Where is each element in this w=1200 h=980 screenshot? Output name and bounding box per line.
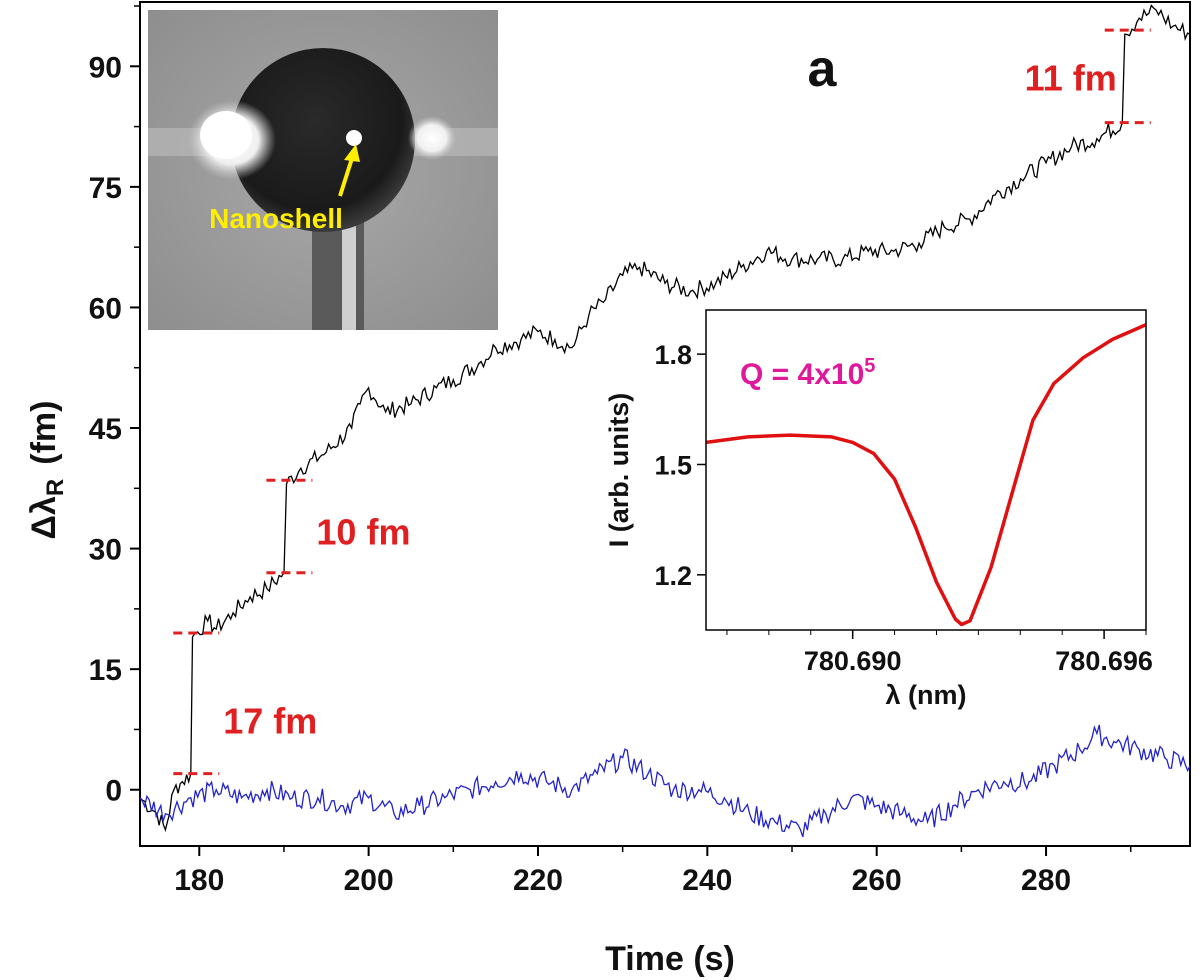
inset-y-axis-label: I (arb. units) [604, 393, 634, 548]
q-factor-label: Q = 4x105 [740, 355, 875, 391]
y-tick-label: 60 [89, 292, 122, 325]
x-tick-label: 240 [682, 864, 732, 897]
x-tick-label: 180 [174, 864, 224, 897]
inset-background [706, 310, 1146, 630]
inset-x-tick-label: 780.696 [1055, 646, 1153, 676]
y-tick-label: 15 [89, 654, 122, 687]
series-resonance [706, 323, 1146, 627]
y-tick-label: 75 [89, 172, 122, 205]
inset-x-axis-label: λ (nm) [886, 680, 967, 710]
microscope-image-inset: Nanoshell [148, 10, 498, 330]
y-axis-label-main: Δλ [25, 496, 63, 539]
series-baseline [140, 724, 1190, 838]
inset-y-tick-label: 1.5 [654, 450, 692, 480]
y-tick-label: 0 [105, 775, 122, 808]
q-factor-exponent: 5 [864, 355, 875, 377]
y-axis-label: ΔλR (fm) [25, 401, 69, 540]
step-label: 17 fm [223, 700, 317, 741]
main-ticks: 180 200 220 240 260 280 0 15 30 45 60 75 90 [89, 5, 1132, 897]
main-series [140, 4, 1190, 838]
inset-x-tick-label: 780.690 [804, 646, 902, 676]
x-tick-label: 280 [1021, 864, 1071, 897]
inset-y-tick-label: 1.2 [654, 561, 692, 591]
main-annotations: 17 fm 10 fm 11 fm [173, 28, 1151, 776]
x-tick-label: 200 [344, 864, 394, 897]
q-factor-text: Q = 4x10 [740, 358, 864, 391]
y-tick-label: 45 [89, 413, 122, 446]
x-axis-label: Time (s) [605, 940, 735, 978]
y-tick-label: 30 [89, 534, 122, 567]
series-signal [140, 4, 1190, 833]
y-axis-label-unit: (fm) [25, 401, 63, 465]
step-label: 11 fm [1025, 57, 1117, 98]
panel-label: a [808, 40, 838, 98]
inset-series [706, 323, 1146, 627]
y-tick-label: 90 [89, 51, 122, 84]
inset-frame [705, 309, 1147, 631]
x-tick-label: 220 [513, 864, 563, 897]
y-axis-label-sub: R [42, 479, 69, 496]
inset-ticks: 780.690 780.696 1.2 1.5 1.8 [654, 340, 1152, 676]
inset-y-tick-label: 1.8 [654, 340, 692, 370]
nanoshell-label: Nanoshell [209, 203, 343, 234]
main-plot-frame [139, 1, 1191, 847]
step-label: 10 fm [316, 511, 410, 552]
x-tick-label: 260 [852, 864, 902, 897]
